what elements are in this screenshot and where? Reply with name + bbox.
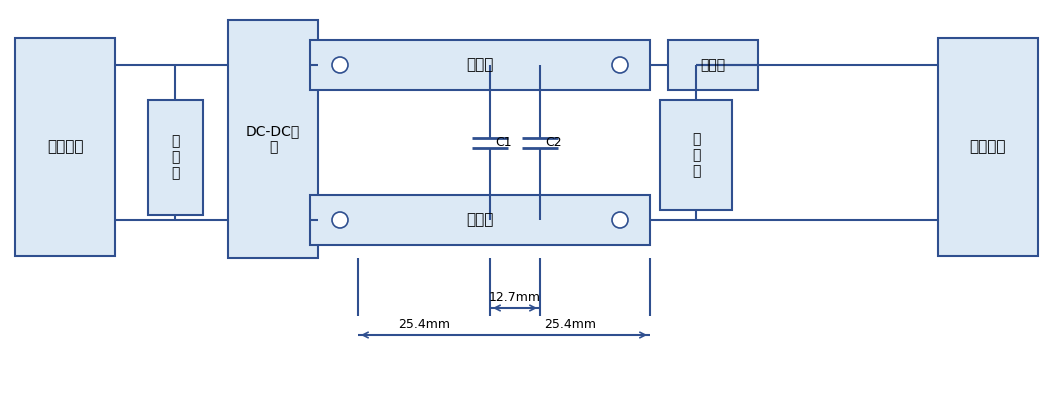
Bar <box>310 195 650 245</box>
Text: 25.4mm: 25.4mm <box>398 318 450 331</box>
Bar <box>228 20 318 258</box>
Text: DC-DC电
源: DC-DC电 源 <box>246 124 300 154</box>
Bar <box>148 100 203 215</box>
Bar <box>660 100 732 210</box>
Text: 铜箔带: 铜箔带 <box>466 213 494 228</box>
Text: 可调负载: 可调负载 <box>970 140 1006 154</box>
Text: 铜箔带: 铜箔带 <box>466 57 494 72</box>
Bar <box>15 38 115 256</box>
Text: 电流表: 电流表 <box>701 58 726 72</box>
Bar <box>938 38 1038 256</box>
Bar <box>668 40 757 90</box>
Text: C2: C2 <box>545 136 561 149</box>
Text: 电
压
表: 电 压 表 <box>171 134 179 181</box>
Text: C1: C1 <box>495 136 512 149</box>
Text: 供电电源: 供电电源 <box>46 140 83 154</box>
Text: 12.7mm: 12.7mm <box>490 291 541 304</box>
Circle shape <box>612 57 628 73</box>
Circle shape <box>332 57 348 73</box>
Text: 25.4mm: 25.4mm <box>544 318 596 331</box>
Text: 示
波
器: 示 波 器 <box>692 132 701 178</box>
Circle shape <box>332 212 348 228</box>
Circle shape <box>612 212 628 228</box>
Bar <box>310 40 650 90</box>
